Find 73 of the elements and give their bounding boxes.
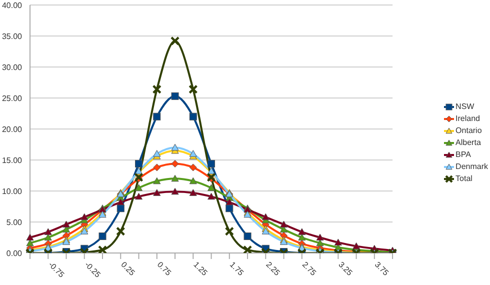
point [152,84,162,94]
point [153,177,161,184]
point [80,213,88,220]
point [116,198,124,206]
point [208,192,216,200]
point [188,84,198,94]
point [153,164,161,172]
point [135,184,143,191]
x-tick-label: 1.25 [192,260,210,278]
point [44,234,52,241]
point [298,234,306,241]
point [171,160,179,168]
x-tick-label: 0.75 [155,260,174,278]
legend-label: Alberta [456,138,481,147]
point [224,226,234,236]
y-tick-label: 20.00 [2,124,23,134]
point [171,174,179,182]
point [189,189,197,196]
legend-label: BPA [456,150,471,159]
point [171,92,179,100]
point [244,232,252,240]
point [170,36,180,46]
point [189,177,197,184]
x-tick-label: 3.75 [373,260,391,278]
y-tick-label: 30.00 [2,62,23,72]
point [80,228,88,234]
point [262,228,270,234]
point [189,112,197,120]
legend-label: Total [456,174,472,183]
x-tick-label: 2.25 [264,260,282,278]
point [44,228,52,235]
point [116,226,126,236]
y-tick-label: 35.00 [2,32,23,41]
point [298,228,306,235]
point [153,189,161,196]
point [316,239,324,246]
point [352,242,360,250]
point [153,150,161,157]
point [153,112,161,120]
point [135,160,143,168]
x-tick-label: 1.75 [228,260,246,278]
y-tick-label: 0.00 [6,248,23,258]
y-tick-label: 40.00 [2,0,23,10]
y-tick-label: 10.00 [2,186,23,196]
point [98,232,106,240]
point [226,198,234,206]
point [280,220,288,228]
point [189,164,197,172]
point [242,245,252,253]
y-tick-label: 15.00 [2,156,23,165]
x-tick-label: 3.25 [336,260,355,278]
point [98,245,108,253]
point [334,238,342,246]
y-tick-label: 25.00 [2,94,23,103]
x-tick-label: 2.75 [300,260,318,278]
point [208,184,216,191]
legend-label: NSW [456,102,474,111]
point [135,192,143,200]
x-tick-label: 0.25 [119,260,137,278]
x-tick-label: -0.75 [46,260,66,280]
y-tick-label: 5.00 [6,218,23,227]
legend-label: Denmark [456,162,488,171]
point [189,150,197,157]
point [171,188,179,195]
legend-label: Ireland [456,114,480,123]
x-tick-label: -0.25 [82,260,103,280]
point [171,144,179,151]
legend-label: Ontario [456,126,482,135]
point [262,213,270,220]
point [26,234,34,241]
point [62,220,70,228]
point [316,234,324,241]
point [208,160,216,168]
